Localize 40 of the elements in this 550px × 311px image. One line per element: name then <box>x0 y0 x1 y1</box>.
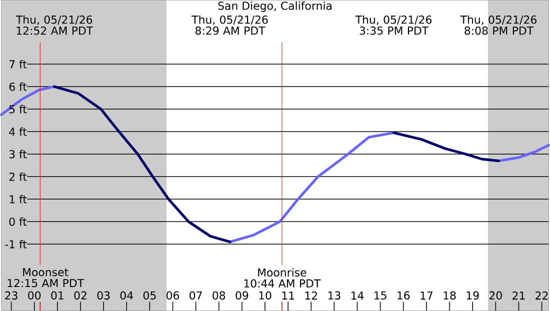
x-tick-label: 05 <box>143 291 156 300</box>
x-tick-label: 12 <box>305 291 318 300</box>
annotation: Thu, 05/21/26 3:35 PM PDT <box>355 15 432 35</box>
ref-line-label: Moonset 12:15 AM PDT <box>8 268 84 288</box>
x-tick-label: 04 <box>120 291 133 300</box>
x-tick-label: 08 <box>212 291 226 300</box>
x-tick-label: 03 <box>97 291 110 300</box>
y-tick-label: 2 ft <box>9 172 27 181</box>
y-tick-label: -1 ft <box>5 240 27 248</box>
x-tick-label: 07 <box>190 291 202 300</box>
ref-line-label: Moonrise 10:44 AM PDT <box>244 268 321 288</box>
x-tick-label: 15 <box>374 291 386 300</box>
x-tick-label: 01 <box>51 291 64 300</box>
x-tick-label: 23 <box>5 291 18 300</box>
x-tick-label: 10 <box>259 291 272 300</box>
x-tick-label: 18 <box>444 291 456 300</box>
y-tick-label: 6 ft <box>9 82 27 91</box>
annotation: Thu, 05/21/26 12:52 AM PDT <box>16 15 94 35</box>
x-tick-label: 13 <box>328 291 340 300</box>
y-tick-label: 0 ft <box>9 217 27 226</box>
y-tick-label: 1 ft <box>10 194 27 204</box>
x-tick-label: 22 <box>536 291 548 300</box>
x-tick-label: 17 <box>420 292 432 300</box>
x-tick-label: 14 <box>352 292 364 300</box>
x-tick-label: 20 <box>489 291 502 300</box>
x-tick-label: 16 <box>398 291 410 300</box>
y-tick-label: 4 ft <box>9 127 27 136</box>
y-tick-label: 5 ft <box>9 104 27 114</box>
chart-title: San Diego, California <box>218 1 332 12</box>
annotation: Thu, 05/21/26 8:08 PM PDT <box>460 15 536 35</box>
x-tick-label: 11 <box>282 292 294 300</box>
y-tick-label: 3 ft <box>9 150 27 158</box>
x-tick-label: 21 <box>512 291 525 300</box>
x-tick-label: 00 <box>28 291 41 300</box>
annotation: Thu, 05/21/26 8:29 AM PDT <box>192 15 268 35</box>
x-tick-label: 09 <box>236 291 248 300</box>
x-tick-label: 06 <box>166 291 180 300</box>
x-tick-label: 19 <box>466 291 479 300</box>
y-tick-label: 7 ft <box>9 60 27 68</box>
x-tick-label: 02 <box>74 291 86 300</box>
